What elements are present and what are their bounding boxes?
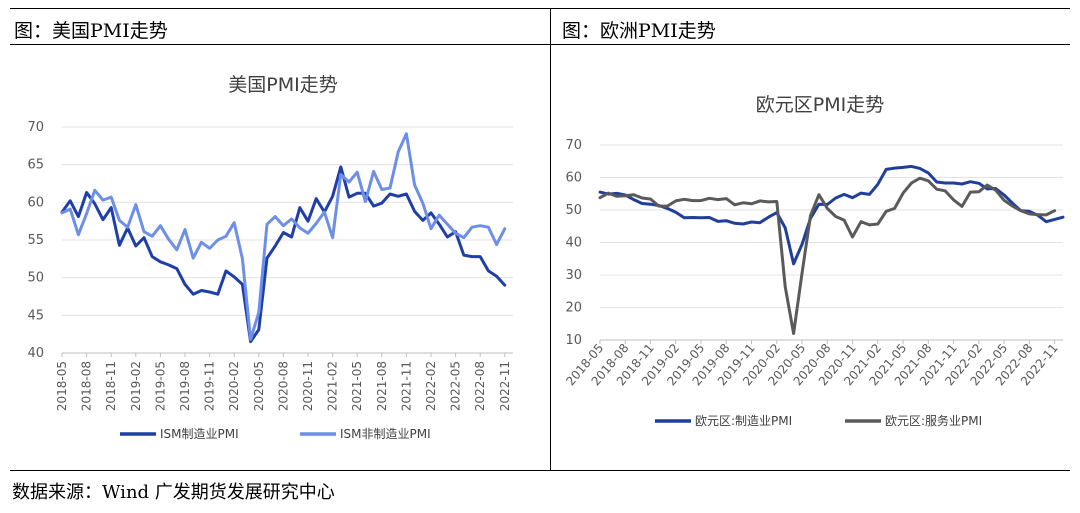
y-tick-label: 70 — [565, 138, 582, 153]
x-tick-label: 2022-08 — [473, 361, 487, 411]
x-tick-label: 2021-02 — [326, 361, 340, 411]
x-tick-label: 2022-02 — [424, 361, 438, 411]
series-line-0-1 — [60, 132, 507, 341]
y-tick-label: 60 — [27, 195, 44, 210]
chart-title-0: 美国PMI走势 — [228, 74, 337, 96]
x-tick-label: 2019-02 — [129, 361, 143, 411]
x-tick-label: 2018-05 — [55, 361, 69, 411]
y-tick-label: 60 — [565, 171, 582, 186]
header-row: 图：美国PMI走势 图：欧洲PMI走势 — [10, 9, 1070, 45]
x-tick-label: 2019-11 — [203, 361, 217, 411]
x-tick-label: 2021-08 — [375, 361, 389, 411]
y-tick-label: 40 — [565, 236, 582, 251]
y-tick-label: 65 — [27, 158, 44, 173]
x-tick-label: 2022-11 — [498, 361, 512, 411]
x-tick-label: 2021-05 — [350, 361, 364, 411]
y-tick-label: 45 — [27, 308, 44, 323]
y-tick-label: 55 — [27, 233, 44, 248]
legend-label-0-0: ISM制造业PMI — [160, 427, 239, 441]
y-tick-label: 20 — [565, 301, 582, 316]
y-tick-label: 30 — [565, 268, 582, 283]
x-tick-label: 2020-05 — [252, 361, 266, 411]
series-line-0-0 — [60, 165, 507, 344]
x-tick-label: 2020-02 — [227, 361, 241, 411]
right-panel-title: 图：欧洲PMI走势 — [562, 20, 716, 42]
y-tick-label: 40 — [27, 346, 44, 361]
legend-label-1-0: 欧元区:制造业PMI — [695, 414, 792, 428]
x-tick-label: 2021-11 — [399, 361, 413, 411]
data-source-note: 数据来源：Wind 广发期货发展研究中心 — [12, 482, 335, 503]
y-tick-label: 70 — [27, 120, 44, 135]
series-line-1-1 — [598, 176, 1057, 335]
x-tick-label: 2019-05 — [153, 361, 167, 411]
x-tick-label: 2019-08 — [178, 361, 192, 411]
left-panel-title: 图：美国PMI走势 — [14, 20, 168, 42]
y-tick-label: 10 — [565, 333, 582, 348]
legend-label-1-1: 欧元区:服务业PMI — [885, 413, 982, 428]
x-tick-label: 2020-11 — [301, 361, 315, 411]
y-tick-label: 50 — [565, 203, 582, 218]
chart-title-1: 欧元区PMI走势 — [756, 94, 884, 116]
x-tick-label: 2022-05 — [449, 361, 463, 411]
series-line-1-0 — [598, 164, 1065, 266]
figure-frame: 图：美国PMI走势 图：欧洲PMI走势 — [10, 8, 1070, 471]
x-tick-label: 2018-11 — [104, 361, 118, 411]
panel-divider — [550, 9, 551, 470]
legend-label-0-1: ISM非制造业PMI — [340, 427, 431, 441]
x-tick-label: 2020-08 — [276, 361, 290, 411]
x-tick-label: 2018-08 — [80, 361, 94, 411]
y-tick-label: 50 — [27, 271, 44, 286]
